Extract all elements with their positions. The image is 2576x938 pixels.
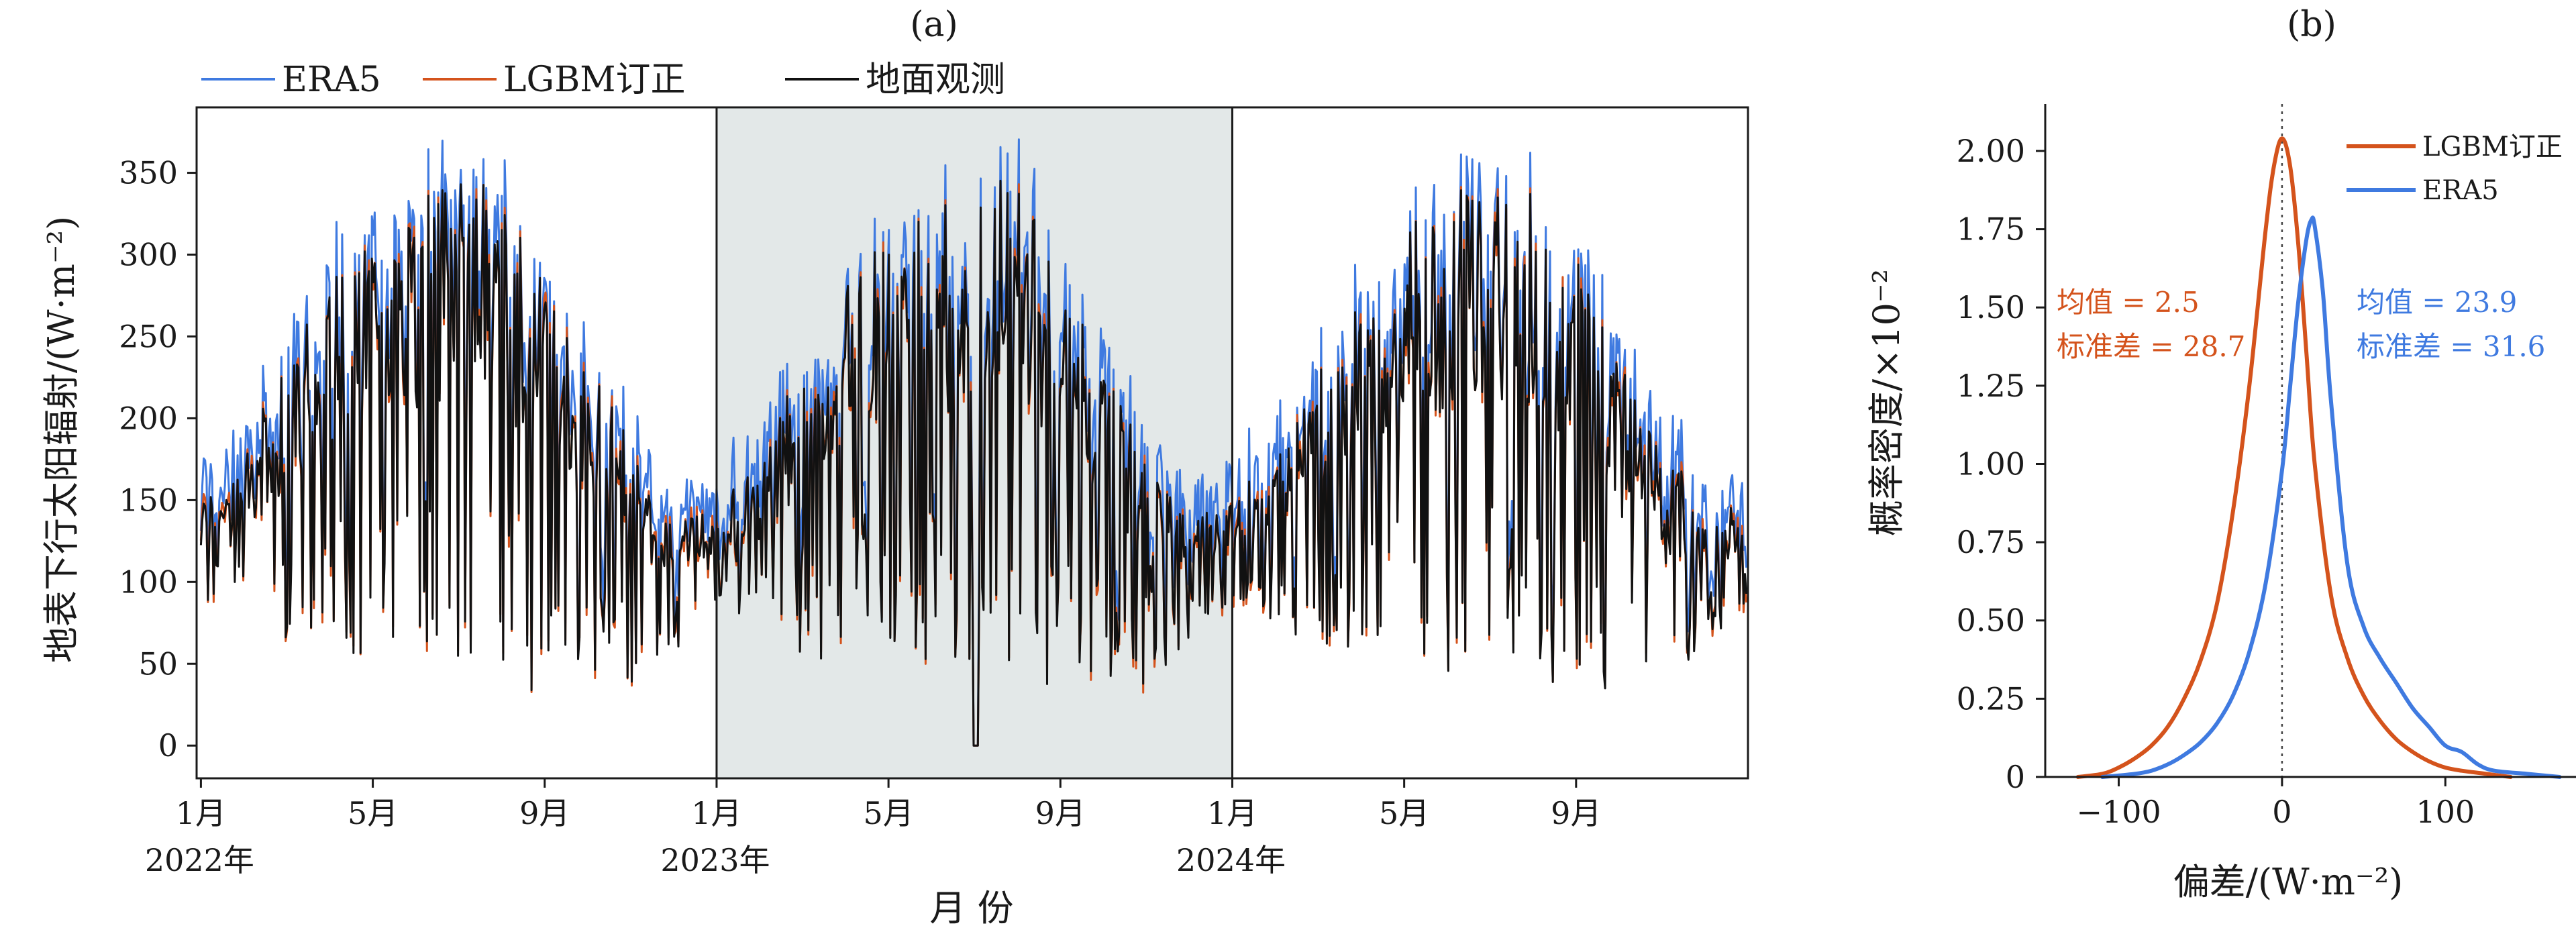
y-axis-ticks: 0 50 100 150 200 250 300 350 bbox=[119, 155, 197, 764]
x-tick-label: 5月 bbox=[1379, 795, 1429, 831]
y-tick-label: 1.25 bbox=[1957, 368, 2025, 404]
legend-label: ERA5 bbox=[2422, 175, 2499, 206]
x-tick-label: 1月 bbox=[1207, 795, 1257, 831]
y-tick-label: 300 bbox=[119, 237, 178, 273]
x-tick-label: 5月 bbox=[348, 795, 398, 831]
x-tick-year: 2024年 bbox=[1176, 842, 1286, 878]
x-tick-label: −100 bbox=[2076, 794, 2161, 830]
y-tick-label: 1.00 bbox=[1957, 446, 2025, 482]
density-curve-era5 bbox=[2100, 215, 2562, 779]
density-curve-lgbm bbox=[2075, 136, 2513, 779]
mean-annotation: 均值 = 23.9 bbox=[2357, 286, 2517, 319]
x-axis-title: 月 份 bbox=[929, 887, 1013, 929]
statistics-annotations: 均值 = 2.5 标准差 = 28.7 均值 = 23.9 标准差 = 31.6 bbox=[2057, 286, 2545, 363]
density-curves bbox=[2075, 136, 2562, 779]
y-tick-label: 0 bbox=[2006, 759, 2025, 795]
std-annotation: 标准差 = 31.6 bbox=[2357, 330, 2545, 363]
panel-a-timeseries: (a) 0 50 100 150 200 250 300 350 1月 2022年 5月 9月 1月 2… bbox=[40, 5, 1749, 929]
y-axis-title: 概率密度/×10⁻² bbox=[1865, 269, 1908, 536]
x-axis-ticks: 1月 2022年 5月 9月 1月 2023年 5月 9月 1月 2024年 5月 9月 bbox=[145, 778, 1601, 878]
timeseries-lines bbox=[199, 138, 1748, 747]
x-tick-label: 5月 bbox=[863, 795, 913, 831]
x-tick-label: 100 bbox=[2416, 794, 2475, 830]
legend-label: LGBM订正 bbox=[503, 60, 686, 100]
x-tick-year: 2023年 bbox=[660, 842, 770, 878]
legend-label: ERA5 bbox=[282, 60, 381, 100]
y-tick-label: 250 bbox=[119, 318, 178, 354]
y-tick-label: 1.50 bbox=[1957, 289, 2025, 325]
y-axis-title: 地表下行太阳辐射/(W·m⁻²) bbox=[40, 216, 83, 663]
legend: ERA5 LGBM订正 地面观测 bbox=[201, 60, 1005, 100]
x-tick-label: 9月 bbox=[1035, 795, 1086, 831]
y-tick-label: 50 bbox=[138, 645, 178, 682]
x-axis-title: 偏差/(W·m⁻²) bbox=[2173, 861, 2403, 903]
y-tick-label: 2.00 bbox=[1957, 133, 2025, 169]
y-tick-label: 350 bbox=[119, 155, 178, 191]
x-tick-label: 0 bbox=[2272, 794, 2291, 830]
panel-a-label: (a) bbox=[910, 5, 958, 45]
y-axis-ticks: 0 0.25 0.50 0.75 1.00 1.25 1.50 1.75 2.00 bbox=[1957, 133, 2045, 795]
y-tick-label: 0.75 bbox=[1957, 524, 2025, 560]
legend-label: LGBM订正 bbox=[2422, 132, 2563, 162]
y-tick-label: 1.75 bbox=[1957, 211, 2025, 248]
plot-frame bbox=[195, 106, 1749, 780]
legend-label: 地面观测 bbox=[866, 60, 1005, 100]
panel-b-label: (b) bbox=[2287, 5, 2336, 45]
x-axis-ticks: −100 0 100 bbox=[2076, 777, 2475, 830]
x-tick-label: 1月 bbox=[176, 795, 226, 831]
y-tick-label: 0.25 bbox=[1957, 680, 2025, 717]
x-tick-year: 2022年 bbox=[145, 842, 254, 878]
axes bbox=[2044, 104, 2576, 778]
y-tick-label: 100 bbox=[119, 564, 178, 600]
y-tick-label: 0.50 bbox=[1957, 603, 2025, 639]
panel-b-density: (b) 0 0.25 0.50 0.75 1.00 1.25 1.50 1.75 2.00 −1… bbox=[1865, 5, 2576, 903]
series-line-observed bbox=[199, 179, 1748, 747]
y-tick-label: 200 bbox=[119, 400, 178, 436]
mean-annotation: 均值 = 2.5 bbox=[2057, 286, 2200, 319]
y-tick-label: 150 bbox=[119, 482, 178, 518]
x-tick-label: 9月 bbox=[1551, 795, 1601, 831]
x-tick-label: 9月 bbox=[519, 795, 570, 831]
x-tick-label: 1月 bbox=[691, 795, 741, 831]
std-annotation: 标准差 = 28.7 bbox=[2057, 330, 2245, 363]
legend: LGBM订正 ERA5 bbox=[2347, 132, 2563, 206]
y-tick-label: 0 bbox=[158, 727, 178, 764]
